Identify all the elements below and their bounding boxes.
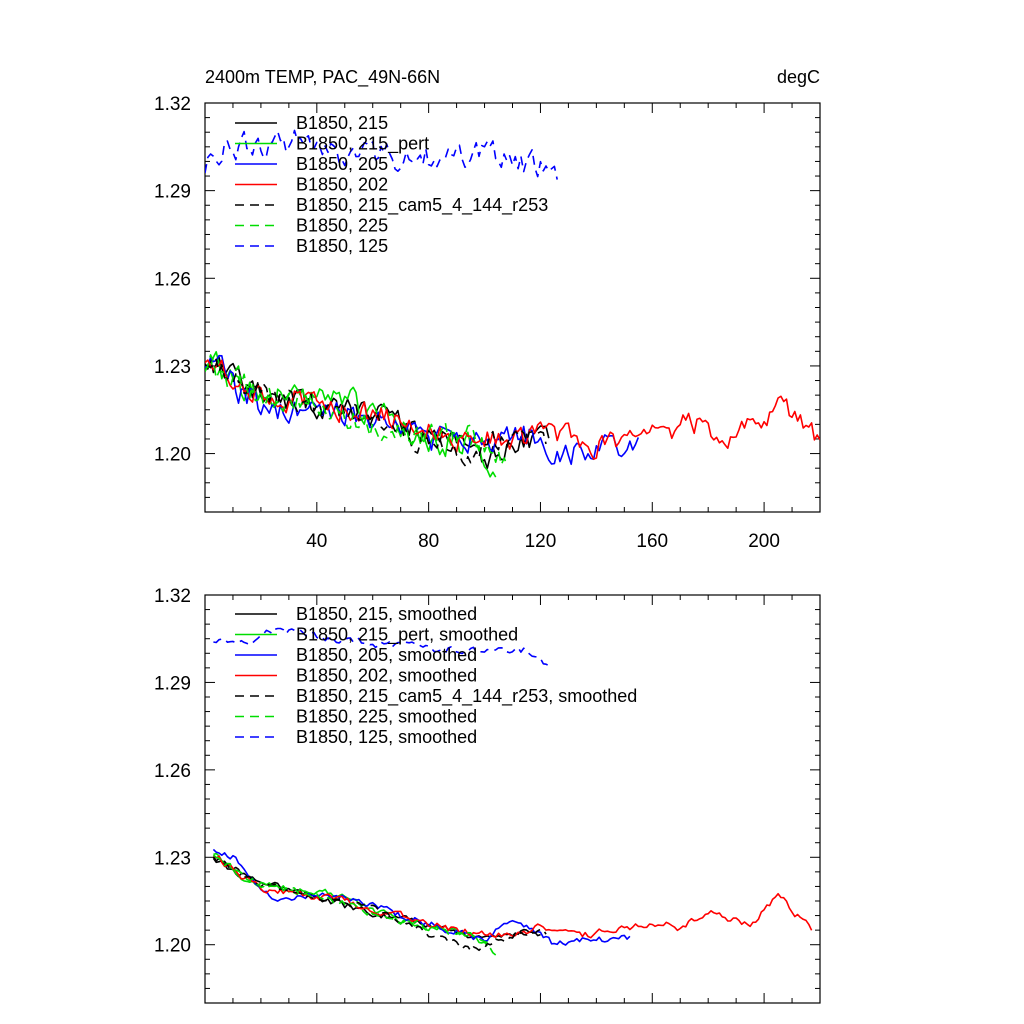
legend-label: B1850, 125 <box>296 236 388 256</box>
legend-label: B1850, 225 <box>296 216 388 236</box>
legend-label: B1850, 215, smoothed <box>296 604 477 624</box>
units-label: degC <box>777 67 820 87</box>
x-tick-label: 120 <box>525 531 557 552</box>
series-line <box>205 354 640 466</box>
chart-title: 2400m TEMP, PAC_49N-66N <box>205 67 440 88</box>
series-line <box>212 856 547 952</box>
series-line <box>205 359 820 460</box>
y-tick-label: 1.26 <box>154 761 191 782</box>
series-line <box>212 848 631 946</box>
y-tick-label: 1.23 <box>154 357 191 378</box>
y-tick-label: 1.32 <box>154 586 191 607</box>
legend-label: B1850, 215 <box>296 113 388 133</box>
x-tick-label: 80 <box>418 531 439 552</box>
y-tick-label: 1.23 <box>154 848 191 869</box>
series-line <box>205 358 547 467</box>
y-tick-label: 1.29 <box>154 673 191 694</box>
top-panel: 1.20 1.23 1.26 1.29 1.32 40 80 120 160 200 2400m T… <box>154 67 821 552</box>
legend-label: B1850, 215_cam5_4_144_r253, smoothed <box>296 686 637 707</box>
x-tick-label: 40 <box>306 531 327 552</box>
legend-label: B1850, 202, smoothed <box>296 666 477 686</box>
y-tick-label: 1.26 <box>154 269 191 290</box>
x-tick-label: 200 <box>748 531 780 552</box>
legend-label: B1850, 215_pert <box>296 134 429 155</box>
series-line <box>213 627 550 667</box>
legend-label: B1850, 205 <box>296 154 388 174</box>
series-group <box>205 129 820 478</box>
legend-label: B1850, 225, smoothed <box>296 707 477 727</box>
series-line <box>205 354 508 466</box>
series-line <box>212 854 499 956</box>
bottom-panel: 1.20 1.23 1.26 1.29 1.32 B1850, 215, smoothed… <box>154 586 821 1004</box>
series-line <box>205 129 558 180</box>
legend-label: B1850, 215_pert, smoothed <box>296 625 518 646</box>
y-tick-label: 1.29 <box>154 182 191 203</box>
y-tick-label: 1.32 <box>154 94 191 115</box>
y-tick-label: 1.20 <box>154 445 191 466</box>
legend-label: B1850, 205, smoothed <box>296 645 477 665</box>
legend-label: B1850, 125, smoothed <box>296 727 477 747</box>
series-line <box>205 350 497 478</box>
series-group <box>212 627 813 956</box>
series-line <box>212 857 541 939</box>
x-tick-label: 160 <box>636 531 668 552</box>
y-tick-label: 1.20 <box>154 936 191 957</box>
legend-label: B1850, 202 <box>296 175 388 195</box>
legend-label: B1850, 215_cam5_4_144_r253 <box>296 195 548 216</box>
